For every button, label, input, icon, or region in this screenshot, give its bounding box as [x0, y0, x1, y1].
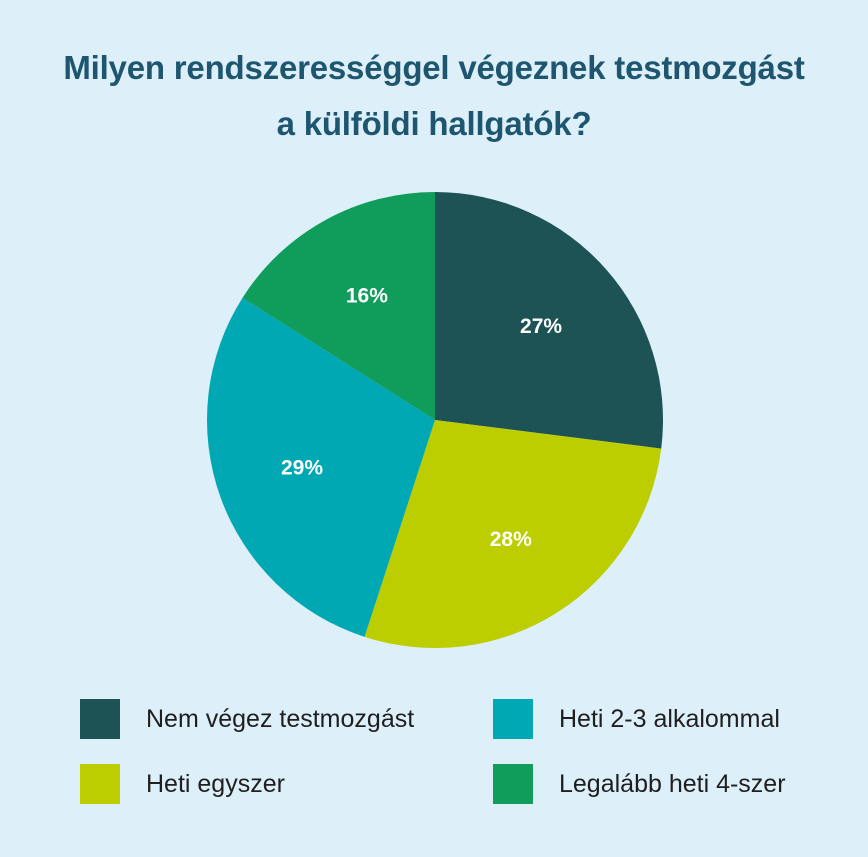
pie-slice-label-2: 28% [490, 528, 532, 551]
legend-item-heti-egyszer: Heti egyszer [80, 764, 285, 804]
legend-swatch [80, 699, 120, 739]
pie-slice-label-4: 16% [346, 285, 388, 308]
legend-label: Nem végez testmozgást [146, 704, 415, 733]
legend-label: Heti egyszer [146, 769, 285, 798]
pie-slice-label-1: 27% [520, 315, 562, 338]
pie-slice-2 [364, 420, 662, 648]
legend-swatch [493, 699, 533, 739]
pie-slice-3 [206, 297, 435, 637]
chart-title-line-2: a külföldi hallgatók? [276, 105, 592, 142]
legend-label: Heti 2-3 alkalommal [559, 704, 780, 733]
legend-item-legalabb-heti-4: Legalább heti 4-szer [493, 764, 786, 804]
legend-label: Legalább heti 4-szer [559, 769, 786, 798]
legend-swatch [80, 764, 120, 804]
chart-title: Milyen rendszerességgel végeznek testmoz… [0, 40, 868, 152]
legend-item-nem-vegez: Nem végez testmozgást [80, 699, 414, 739]
pie-slice-1 [435, 192, 664, 449]
legend-item-heti-2-3: Heti 2-3 alkalommal [493, 699, 780, 739]
pie-slice-4 [242, 191, 435, 420]
pie-slice-label-3: 29% [281, 456, 323, 479]
chart-title-line-1: Milyen rendszerességgel végeznek testmoz… [63, 49, 805, 86]
legend-swatch [493, 764, 533, 804]
